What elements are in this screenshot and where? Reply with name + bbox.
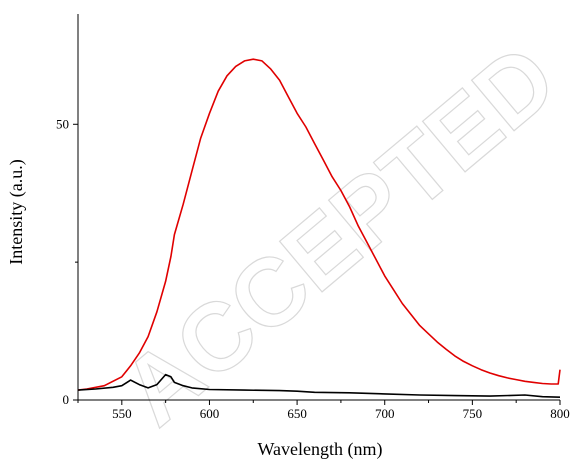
watermark-text: ACCEPTED [102, 24, 572, 445]
x-tick-label: 550 [112, 406, 132, 421]
series-line-black [77, 373, 561, 398]
x-tick-label: 650 [287, 406, 307, 421]
y-axis-title: Intensity (a.u.) [6, 159, 27, 264]
x-tick-label: 700 [375, 406, 395, 421]
x-tick-label: 600 [200, 406, 220, 421]
x-tick-label: 800 [550, 406, 570, 421]
y-tick-label: 0 [63, 392, 70, 407]
series-line-red [77, 58, 561, 391]
ticks: 550 600 650 700 750 800 0 50 [56, 116, 570, 421]
watermark: ACCEPTED [102, 24, 572, 447]
x-axis-title: Wavelength (nm) [257, 439, 382, 460]
series-layer [77, 58, 561, 398]
axes [77, 14, 560, 401]
x-tick-label: 750 [463, 406, 483, 421]
y-tick-label: 50 [56, 116, 69, 131]
